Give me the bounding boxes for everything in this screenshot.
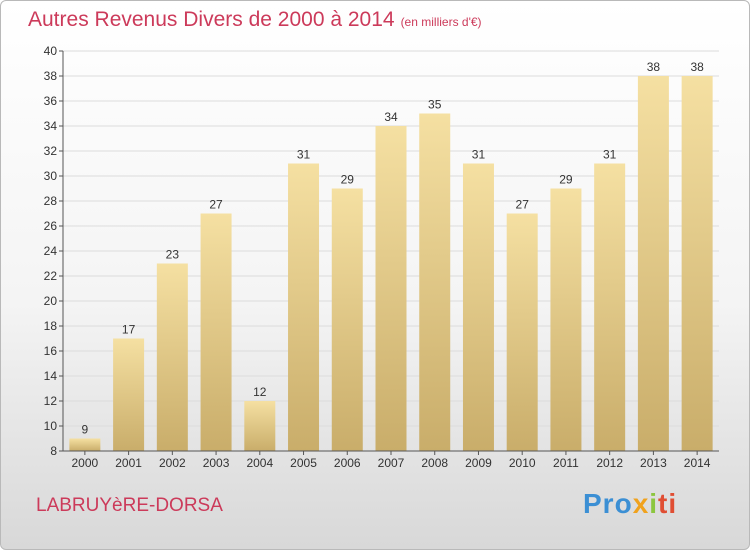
y-tick-label: 22 [44, 269, 58, 283]
x-tick-label: 2013 [640, 456, 667, 470]
bar [594, 163, 626, 451]
bar [113, 338, 145, 451]
x-axis: 2000 2001 2002 2003 2004 2005 2006 2007 2008 2009… [63, 450, 719, 470]
bar [288, 163, 320, 451]
data-label: 31 [297, 148, 311, 162]
x-tick-label: 2014 [684, 456, 711, 470]
bar [331, 188, 363, 451]
data-label: 35 [428, 98, 442, 112]
y-tick-label: 26 [44, 219, 58, 233]
bar [375, 126, 407, 451]
chart-title: Autres Revenus Divers de 2000 à 2014 [28, 8, 395, 31]
y-tick-label: 24 [44, 244, 58, 258]
data-label: 27 [209, 198, 223, 212]
y-tick-label: 34 [44, 119, 58, 133]
data-label: 38 [647, 60, 661, 74]
logo-part-4: ti [658, 488, 678, 519]
y-tick-label: 12 [44, 394, 58, 408]
bar [462, 163, 494, 451]
bar [506, 213, 538, 451]
data-label: 9 [82, 423, 89, 437]
data-label: 17 [122, 323, 136, 337]
x-tick-label: 2007 [378, 456, 405, 470]
bars: 9 17 23 27 12 31 29 34 35 31 27 29 31 38 38 [69, 60, 713, 451]
bar [419, 113, 451, 451]
x-tick-label: 2000 [72, 456, 99, 470]
y-axis: 8 10 12 14 16 18 20 22 24 26 28 30 32 34 36 38 40 [44, 44, 64, 458]
x-tick-label: 2012 [596, 456, 623, 470]
bar [550, 188, 582, 451]
bar [69, 438, 101, 451]
data-label: 38 [690, 60, 704, 74]
data-label: 34 [384, 110, 398, 124]
bar [637, 76, 669, 451]
data-label: 12 [253, 385, 267, 399]
data-label: 31 [603, 148, 617, 162]
bar [681, 76, 713, 451]
bar [156, 263, 188, 451]
data-label: 27 [516, 198, 530, 212]
data-label: 29 [341, 173, 355, 187]
y-tick-label: 20 [44, 294, 58, 308]
y-tick-label: 18 [44, 319, 58, 333]
y-tick-label: 38 [44, 69, 58, 83]
x-tick-label: 2004 [246, 456, 273, 470]
proxiti-logo: Proxiti [583, 488, 677, 520]
y-tick-label: 28 [44, 194, 58, 208]
x-tick-label: 2008 [421, 456, 448, 470]
data-label: 29 [559, 173, 573, 187]
town-name: LABRUYèRE-DORSA [36, 495, 223, 516]
x-tick-label: 2001 [115, 456, 142, 470]
chart-subtitle: (en milliers d'€) [400, 15, 482, 29]
x-tick-label: 2003 [203, 456, 230, 470]
logo-part-3: i [649, 488, 659, 519]
bar [244, 401, 276, 451]
logo-part-1: Pro [583, 488, 633, 519]
x-tick-label: 2002 [159, 456, 186, 470]
logo-part-2: x [632, 488, 650, 519]
x-tick-label: 2010 [509, 456, 536, 470]
x-tick-label: 2009 [465, 456, 492, 470]
y-tick-label: 32 [44, 144, 58, 158]
data-label: 23 [166, 248, 180, 262]
y-tick-label: 36 [44, 94, 58, 108]
x-tick-label: 2011 [553, 456, 579, 470]
y-tick-label: 30 [44, 169, 58, 183]
x-tick-label: 2006 [334, 456, 361, 470]
y-tick-label: 16 [44, 344, 58, 358]
y-tick-label: 40 [44, 44, 58, 58]
bar [200, 213, 232, 451]
chart-title-block: Autres Revenus Divers de 2000 à 2014 (en … [28, 8, 482, 32]
y-tick-label: 8 [50, 444, 57, 458]
y-tick-label: 10 [44, 419, 58, 433]
x-tick-label: 2005 [290, 456, 317, 470]
y-tick-label: 14 [44, 369, 58, 383]
data-label: 31 [472, 148, 486, 162]
